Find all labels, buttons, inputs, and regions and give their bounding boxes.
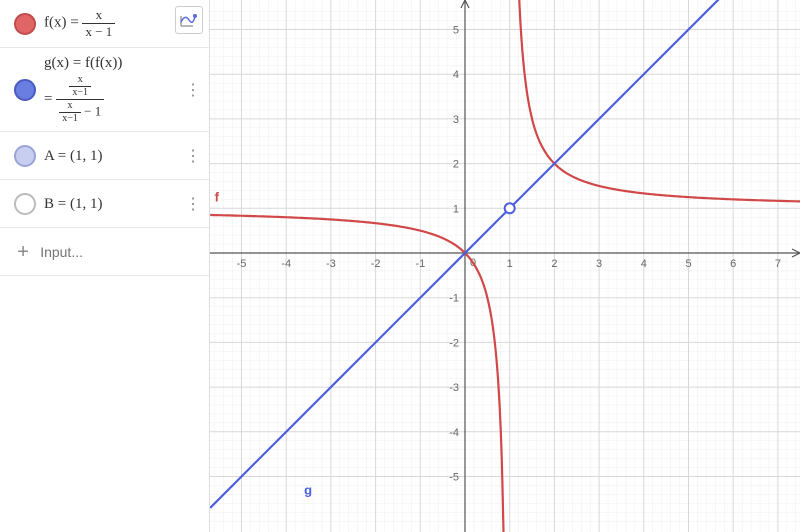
svg-text:4: 4 (453, 69, 459, 81)
svg-text:-5: -5 (449, 472, 459, 484)
svg-text:1: 1 (453, 203, 459, 215)
svg-text:5: 5 (685, 258, 691, 270)
color-dot[interactable] (14, 145, 36, 167)
algebra-panel: f(x) = xx − 1 g(x) = f(f(x)) = xx−1 xx−1… (0, 0, 210, 532)
svg-text:3: 3 (453, 114, 459, 126)
point-text: A = (1, 1) (44, 147, 183, 165)
svg-text:6: 6 (730, 258, 736, 270)
svg-text:-3: -3 (326, 258, 336, 270)
svg-text:5: 5 (453, 25, 459, 37)
graph-svg: -5-4-3-2-101234567-5-4-3-2-112345fg (210, 0, 800, 532)
color-dot-g[interactable] (14, 79, 36, 101)
svg-text:-5: -5 (237, 258, 247, 270)
graph-canvas[interactable]: -5-4-3-2-101234567-5-4-3-2-112345fg (210, 0, 800, 532)
svg-text:g: g (304, 482, 312, 497)
expr-row-b[interactable]: B = (1, 1) ⋮ (0, 180, 209, 228)
expr-row-a[interactable]: A = (1, 1) ⋮ (0, 132, 209, 180)
input-row[interactable]: + (0, 228, 209, 276)
svg-text:3: 3 (596, 258, 602, 270)
svg-text:2: 2 (453, 159, 459, 171)
svg-text:7: 7 (775, 258, 781, 270)
svg-text:-4: -4 (449, 427, 459, 439)
svg-text:-1: -1 (449, 293, 459, 305)
svg-text:2: 2 (551, 258, 557, 270)
settings-button[interactable] (175, 6, 203, 34)
svg-text:-4: -4 (281, 258, 291, 270)
svg-text:4: 4 (641, 258, 647, 270)
row-menu-icon[interactable]: ⋮ (183, 146, 203, 166)
svg-text:f: f (215, 190, 220, 205)
svg-text:1: 1 (507, 258, 513, 270)
svg-text:-2: -2 (449, 337, 459, 349)
color-dot[interactable] (14, 193, 36, 215)
expr-row-g[interactable]: g(x) = f(f(x)) = xx−1 xx−1 − 1 ⋮ (0, 48, 209, 132)
expr-row-f[interactable]: f(x) = xx − 1 (0, 0, 209, 48)
plus-icon[interactable]: + (14, 241, 32, 263)
expression-input[interactable] (40, 244, 203, 260)
point-text: B = (1, 1) (44, 195, 183, 213)
expr-g: g(x) = f(f(x)) = xx−1 xx−1 − 1 (44, 54, 183, 125)
svg-text:-1: -1 (415, 258, 425, 270)
svg-text:-2: -2 (371, 258, 381, 270)
row-menu-icon[interactable]: ⋮ (183, 194, 203, 214)
row-menu-icon[interactable]: ⋮ (183, 80, 203, 100)
svg-text:-3: -3 (449, 382, 459, 394)
color-dot-f[interactable] (14, 13, 36, 35)
